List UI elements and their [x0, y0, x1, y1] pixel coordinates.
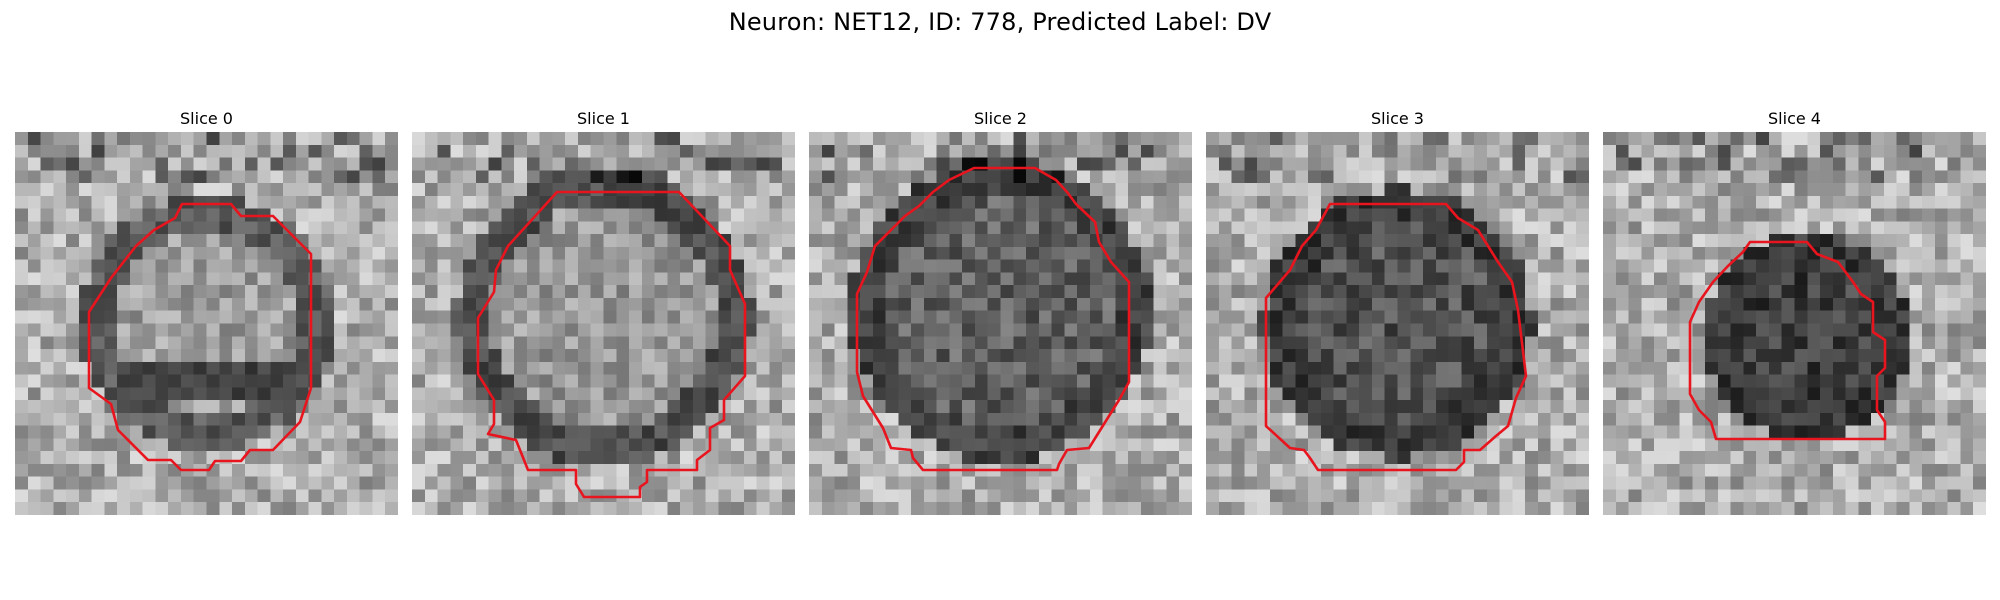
neuron-contour — [855, 166, 1131, 472]
slice-panel-3: Slice 3 — [1206, 108, 1589, 515]
slice-title: Slice 1 — [577, 109, 630, 128]
slice-image-2 — [809, 132, 1192, 515]
neuron-contour — [1264, 202, 1528, 472]
slice-panel-2: Slice 2 — [809, 108, 1192, 515]
slice-image-0 — [15, 132, 398, 515]
slice-panel-1: Slice 1 — [412, 108, 795, 515]
slice-title: Slice 4 — [1768, 109, 1821, 128]
neuron-contour — [476, 190, 747, 499]
slice-image-1 — [412, 132, 795, 515]
slice-title: Slice 3 — [1371, 109, 1424, 128]
slice-title: Slice 0 — [180, 109, 233, 128]
neuron-contour — [87, 202, 313, 472]
figure-title: Neuron: NET12, ID: 778, Predicted Label:… — [728, 8, 1272, 36]
slice-title: Slice 2 — [974, 109, 1027, 128]
neuron-contour — [1688, 240, 1887, 441]
slice-image-3 — [1206, 132, 1589, 515]
slice-panel-0: Slice 0 — [15, 108, 398, 515]
slice-image-4 — [1603, 132, 1986, 515]
slice-panel-4: Slice 4 — [1603, 108, 1986, 515]
